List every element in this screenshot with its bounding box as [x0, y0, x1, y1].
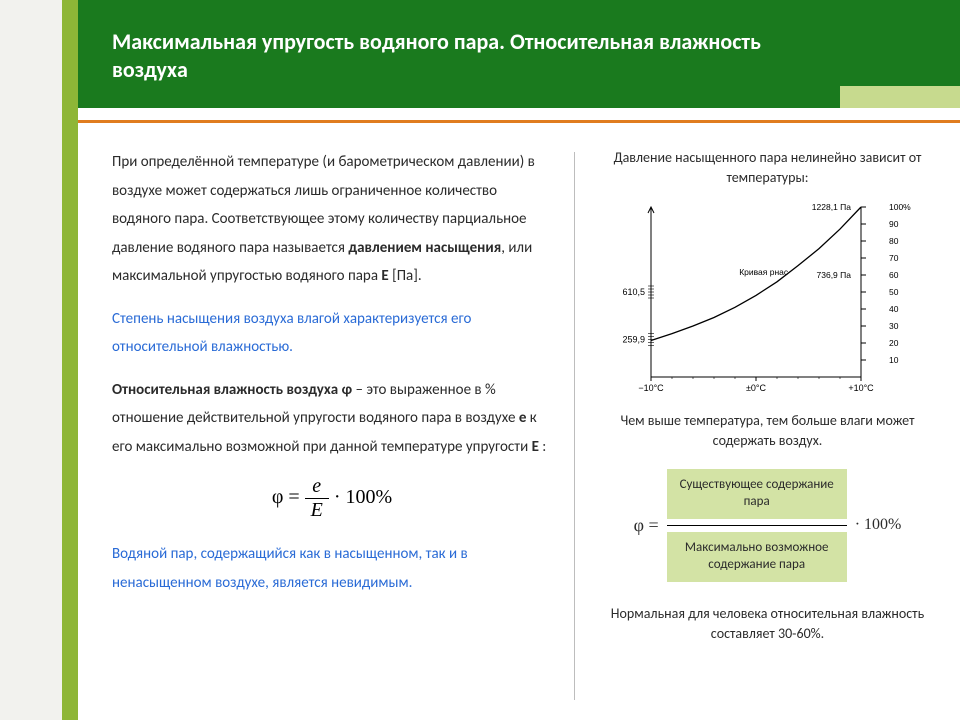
ratio-top-cell: Существующее содержание пара: [667, 469, 847, 519]
svg-text:90: 90: [889, 219, 899, 229]
paragraph-2-blue: Степень насыщения воздуха влагой характе…: [112, 305, 552, 362]
chart-note: Чем выше температура, тем больше влаги м…: [618, 411, 918, 452]
ratio-bottom-cell: Максимально возможное содержание пара: [667, 532, 847, 582]
content-area: При определённой температуре (и барометр…: [112, 148, 938, 708]
footer-note: Нормальная для человека относительная вл…: [608, 604, 928, 645]
left-accent: [62, 0, 78, 720]
chart-svg: −10°C ±0°C +10°C 259,9 610,5 100% 90 80 70 60 736,…: [621, 197, 915, 397]
saturation-chart: −10°C ±0°C +10°C 259,9 610,5 100% 90 80 70 60 736,…: [621, 197, 915, 401]
paragraph-3: Относительная влажность воздуха φ – это …: [112, 376, 552, 462]
paragraph-1: При определённой температуре (и барометр…: [112, 148, 552, 291]
header-tab-decoration: [840, 86, 960, 108]
svg-text:259,9: 259,9: [622, 334, 645, 344]
svg-text:10: 10: [889, 355, 899, 365]
svg-text:−10°C: −10°C: [638, 383, 664, 393]
svg-text:+10°C: +10°C: [848, 383, 874, 393]
formula: φ = e E · 100%: [112, 475, 552, 522]
formula-tail: · 100%: [334, 486, 392, 508]
ratio-line: [667, 525, 847, 526]
chart-caption: Давление насыщенного пара нелинейно зави…: [608, 148, 928, 189]
formula-lhs: φ =: [272, 486, 300, 508]
p1-bold-saturation: давлением насыщения: [348, 239, 501, 257]
paragraph-4-blue: Водяной пар, содержащийся как в насыщенн…: [112, 540, 552, 597]
p3-bold-E2: E: [532, 438, 539, 456]
svg-text:Кривая pнас: Кривая pнас: [739, 267, 789, 277]
ratio-pct: · 100%: [855, 516, 902, 534]
svg-text:736,9 Па: 736,9 Па: [816, 270, 851, 280]
right-column: Давление насыщенного пара нелинейно зави…: [597, 148, 938, 708]
svg-text:±0°C: ±0°C: [745, 383, 766, 393]
slide-header: Максимальная упругость водяного пара. От…: [78, 0, 960, 108]
ratio-formula: φ = Существующее содержание пара Максима…: [597, 469, 938, 582]
svg-text:60: 60: [889, 270, 899, 280]
left-column: При определённой температуре (и барометр…: [112, 148, 552, 708]
p1-bold-E: E: [381, 267, 388, 285]
ratio-stack: Существующее содержание пара Максимально…: [667, 469, 847, 582]
svg-text:100%: 100%: [889, 202, 911, 212]
p3-bold-phi: Относительная влажность воздуха φ: [112, 381, 352, 399]
ratio-lhs: φ =: [634, 515, 659, 536]
svg-text:80: 80: [889, 236, 899, 246]
formula-fraction: e E: [305, 475, 329, 522]
p3-text-f: :: [539, 438, 546, 456]
svg-text:30: 30: [889, 321, 899, 331]
svg-text:40: 40: [889, 304, 899, 314]
orange-rule: [78, 120, 960, 123]
slide-title: Максимальная упругость водяного пара. От…: [112, 28, 832, 83]
svg-text:70: 70: [889, 253, 899, 263]
formula-den: E: [305, 499, 329, 522]
formula-num: e: [305, 475, 329, 499]
svg-text:610,5: 610,5: [622, 287, 645, 297]
p1-text-e: [Па].: [389, 267, 422, 285]
svg-text:20: 20: [889, 338, 899, 348]
column-divider: [574, 152, 575, 700]
svg-text:50: 50: [889, 287, 899, 297]
svg-text:1228,1 Па: 1228,1 Па: [811, 202, 850, 212]
